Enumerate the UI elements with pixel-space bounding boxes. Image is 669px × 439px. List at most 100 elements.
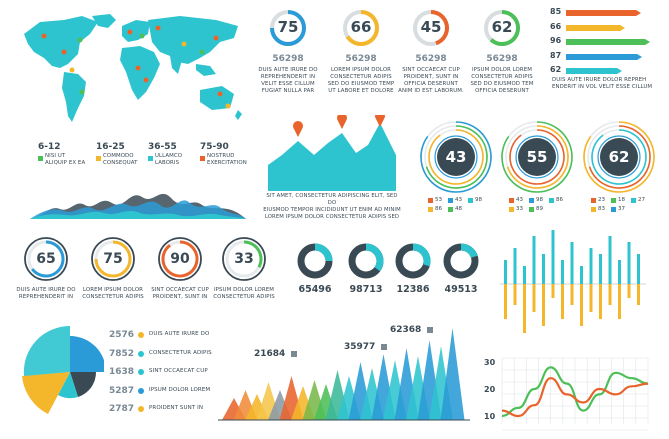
bar-down [608,284,612,305]
ring-legend-swatch [468,197,473,203]
mid-gauge-value: 90 [170,251,190,267]
bar-down [542,284,545,326]
map-legend-range: 75-90 [200,142,229,152]
bar-up [580,266,583,284]
arrow-bar [566,24,625,31]
ring-legend-item: 98 [529,197,543,204]
mid-gauge [222,237,266,281]
arrow-bar [566,68,622,74]
ring-legend-swatch [611,197,616,203]
tri-label-2: 35977 [344,342,389,352]
mid-gauge-caption: DUIS AUTE IRURE DO REPREHENDERIT IN [16,287,76,300]
gauge-number: 56298 [272,54,304,64]
ring-legend-item: 83 [591,206,605,213]
bar-down [580,284,583,326]
ring-legend-value: 86 [556,197,563,203]
arrow-bar-value: 66 [550,21,562,31]
polar-label: CONSECTETUR ADIPIS [149,349,212,356]
map-india [170,56,182,74]
bar-down [599,284,602,319]
peak-area-chart [268,115,396,191]
bar-down [523,284,526,333]
triangle-area-chart [218,328,470,421]
bar-down [589,284,593,312]
peak-area-caption: SIT AMET, CONSECTETUR ADIPISCING ELIT, S… [263,193,401,220]
bar-up [618,260,621,284]
bar-down [637,284,640,305]
ring-legend-item: 23 [591,197,605,204]
ring-legend-value: 23 [598,197,605,203]
bar-up [504,260,507,284]
arrow-bar [566,39,650,45]
gauge-ring [413,10,449,46]
polar-slice [58,372,78,399]
bar-up [561,260,564,284]
bar-down [504,284,507,319]
bar-down [532,284,536,312]
arrow-bar-value: 87 [550,50,562,60]
ring-legend-item: 43 [448,197,462,204]
map-legend-swatch [148,156,153,161]
map-legend-range: 16-25 [96,142,125,152]
map-legend-label: NOSTRUD EXERCITATION [207,153,247,166]
map-legend-label: NISI UT ALIQUIP EX EA [45,153,86,166]
bar-up [513,248,517,284]
gauge-caption: IPSUM DOLOR LOREM CONSECTETUR ADIPIS SED… [470,67,534,94]
ring-legend-item: 27 [631,197,645,204]
bar-down [551,284,555,298]
polar-label: PROIDENT SUNT IN [149,405,204,411]
peak-pins [293,115,385,137]
polar-swatch [138,406,144,412]
diverging-bar-chart [500,230,646,333]
ring-legend-swatch [428,197,433,203]
bar-up [627,242,631,284]
ring-legend-value: 53 [435,197,442,203]
line-chart: 30 20 10 [484,357,649,431]
map-africa [120,46,160,100]
ring-legend-swatch [611,206,616,212]
ring-legend-value: 98 [475,197,482,203]
polar-label: DUIS AUTE IRURE DO [149,331,210,337]
bar-down [618,284,621,319]
ring-legend-value: 27 [638,197,645,203]
map-south-america [62,72,86,122]
gauge-number: 56298 [415,54,447,64]
donut [443,243,479,279]
arrow-bar [566,10,641,16]
y-tick-label: 10 [484,412,496,421]
donut-value: 65496 [298,284,332,295]
donut [395,243,431,279]
gauge-value: 66 [350,18,372,36]
ring-legend-item: 43 [509,197,523,204]
map-legend-swatch [38,156,43,161]
ring-legend-swatch [448,197,453,203]
ring-legend-item: 48 [448,206,462,213]
donut-value: 12386 [396,284,430,295]
ring-legend-swatch [631,197,636,203]
ring-legend-item: 53 [428,197,442,204]
polar-swatch [138,350,144,357]
y-tick-label: 30 [484,358,496,367]
polar-swatch [138,369,144,375]
bar-up [551,230,555,284]
peak-pin [337,115,347,129]
mid-gauge [24,237,68,281]
mid-gauge [91,237,135,281]
donut [297,243,333,279]
ring-legend-item: 33 [509,206,523,213]
map-legend-range: 6-12 [38,142,61,152]
peak-pin [375,115,385,127]
polar-swatch [138,332,144,338]
ring-legend-item: 98 [468,197,482,204]
gauge-value: 45 [420,18,442,36]
polar-swatch [138,387,144,394]
polar-slice [70,336,104,372]
ring-legend-value: 33 [516,206,523,212]
mid-gauge [158,237,202,281]
tri-label-3: 62368 [390,325,435,335]
ring-legend-swatch [448,206,453,212]
ring-legend-item: 86 [549,197,563,204]
ring-legend-value: 43 [516,197,523,203]
bar-down [627,284,631,298]
ring-legend-swatch [549,197,554,203]
